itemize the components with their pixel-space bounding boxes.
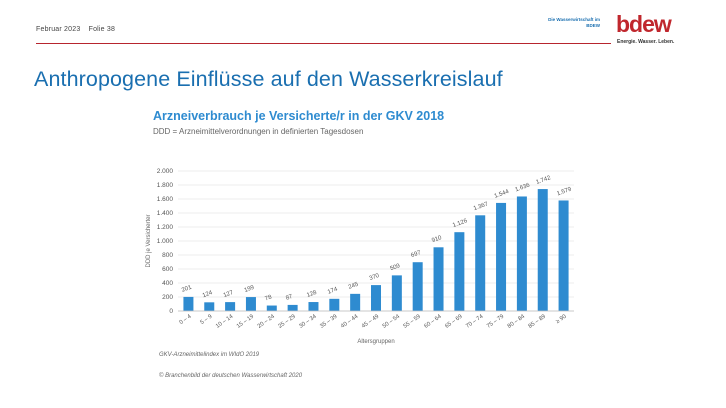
data-label: 201 [181,285,193,294]
x-tick-label: 50 – 54 [382,313,402,329]
data-label: 124 [202,290,214,299]
x-tick-label: 45 – 49 [361,314,380,330]
bar [308,302,319,311]
logo-claim: Energie. Wasser. Leben. [617,39,675,45]
x-tick-label: 10 – 14 [215,313,235,329]
data-label: 1.742 [535,175,552,186]
y-tick-label: 600 [162,266,173,273]
copyright-note: © Branchenbild der deutschen Wasserwirts… [159,373,303,379]
bar [245,297,256,311]
y-tick-label: 2.000 [157,168,174,175]
data-label: 199 [244,285,256,294]
x-axis-label: Altersgruppen [357,339,394,345]
x-tick-label: 15 – 19 [236,314,255,330]
x-tick-label: 75 – 79 [486,314,505,330]
y-tick-label: 1.600 [157,196,174,203]
data-label: 1.367 [473,201,490,212]
bar-chart: 0 200 400 600 800 1.000 1.200 1.400 1.600 1.800 2.… [146,168,574,345]
x-tick-label: 35 – 39 [319,314,338,330]
y-tick-label: 200 [162,294,173,301]
data-label: 245 [348,281,360,290]
x-tick-label: 70 – 74 [465,313,485,329]
y-axis-label: DDD je Versicherter [146,214,152,267]
y-tick-label: 1.400 [157,210,174,217]
data-label: 1.126 [452,218,469,229]
source-note: GKV-Arzneimittelindex im WIdO 2019 [159,352,260,358]
x-tick-label: ≥ 90 [555,314,568,325]
bar [558,200,569,311]
bar [204,302,215,311]
data-label: 1.579 [556,186,573,197]
bar [537,189,548,311]
bar [454,232,465,311]
x-tick-label: 25 – 29 [277,314,296,330]
chart-subtitle: DDD = Arzneimittelverordnungen in defini… [153,127,364,136]
bar [266,305,277,311]
date-text: Februar 2023 [36,26,81,33]
slide-number: Folie 38 [88,26,116,33]
data-label: 1.636 [515,182,532,193]
data-label: 127 [223,290,235,299]
bdew-logo: bdew [616,11,672,37]
x-tick-label: 80 – 84 [507,313,527,329]
y-tick-label: 400 [162,280,173,287]
bar [496,202,507,311]
x-tick-label: 55 – 59 [403,314,422,330]
bar [350,293,361,311]
header-date: Februar 2023 Folie 38 [36,26,121,33]
data-label: 910 [431,235,443,244]
bar [433,247,444,311]
x-tick-label: 20 – 24 [257,313,277,329]
data-label: 509 [389,263,401,272]
x-tick-label: 0 – 4 [179,313,194,326]
y-tick-label: 1.200 [157,224,174,231]
bar [516,196,527,311]
bar [475,215,486,311]
y-tick-label: 0 [169,308,173,315]
y-tick-label: 1.800 [157,182,174,189]
y-tick-label: 800 [162,252,173,259]
data-label: 128 [306,290,318,299]
chart-title: Arzneiverbrauch je Versicherte/r in der … [153,109,445,123]
x-tick-label: 85 – 89 [528,314,547,330]
data-label: 697 [410,250,422,259]
page-title: Anthropogene Einflüsse auf den Wasserkre… [34,67,503,91]
x-tick-label: 40 – 44 [340,313,360,329]
bar [412,262,423,311]
x-tick-label: 30 – 34 [298,313,318,329]
bar [287,304,298,311]
x-tick-label: 65 – 69 [444,314,463,330]
bar [183,296,194,311]
y-tick-label: 1.000 [157,238,174,245]
data-label: 174 [327,286,339,295]
x-tick-label: 60 – 64 [423,313,443,329]
bar [329,298,340,311]
header-divider [36,43,611,44]
bar [370,285,382,311]
bar [391,275,402,311]
bar [225,302,236,311]
data-label: 78 [264,294,273,302]
data-label: 87 [285,294,294,302]
x-tick-label: 5 – 9 [199,314,213,326]
header-tagline: Die Wasserwirtschaft im BDEW [548,17,600,28]
data-label: 370 [369,273,381,282]
data-label: 1.544 [494,189,511,200]
